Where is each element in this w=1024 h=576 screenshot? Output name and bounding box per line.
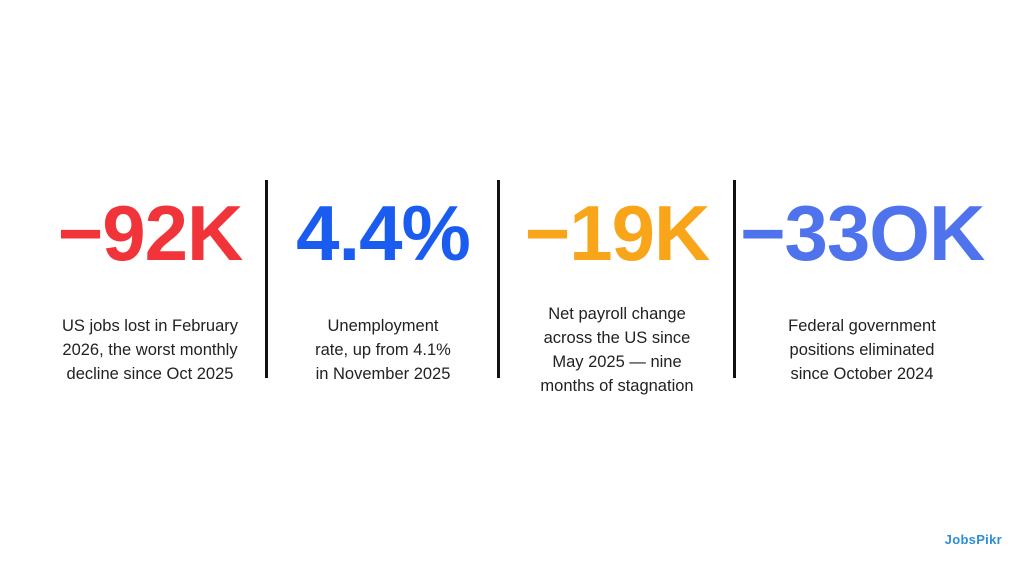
stat-unemployment-rate: 4.4% Unemployment rate, up from 4.1% in …: [272, 180, 494, 410]
jobspikr-logo: JobsPikr: [944, 532, 1002, 547]
divider: [733, 180, 736, 378]
stat-description: Net payroll change across the US since M…: [540, 305, 694, 395]
stat-jobs-lost: −92K US jobs lost in February 2026, the …: [40, 180, 260, 410]
stat-value: −33OK: [740, 189, 985, 277]
stat-value: 4.4%: [296, 189, 471, 277]
divider: [497, 180, 500, 378]
stat-federal-positions: −33OK Federal government positions elimi…: [740, 180, 985, 410]
stat-description: US jobs lost in February 2026, the worst…: [61, 317, 239, 383]
stat-value: −92K: [57, 189, 244, 277]
stat-description: Unemployment rate, up from 4.1% in Novem…: [315, 317, 451, 383]
stat-description: Federal government positions eliminated …: [788, 317, 936, 383]
stat-value: −19K: [524, 189, 711, 277]
stat-net-payroll-change: −19K Net payroll change across the US si…: [503, 180, 731, 410]
divider: [265, 180, 268, 378]
